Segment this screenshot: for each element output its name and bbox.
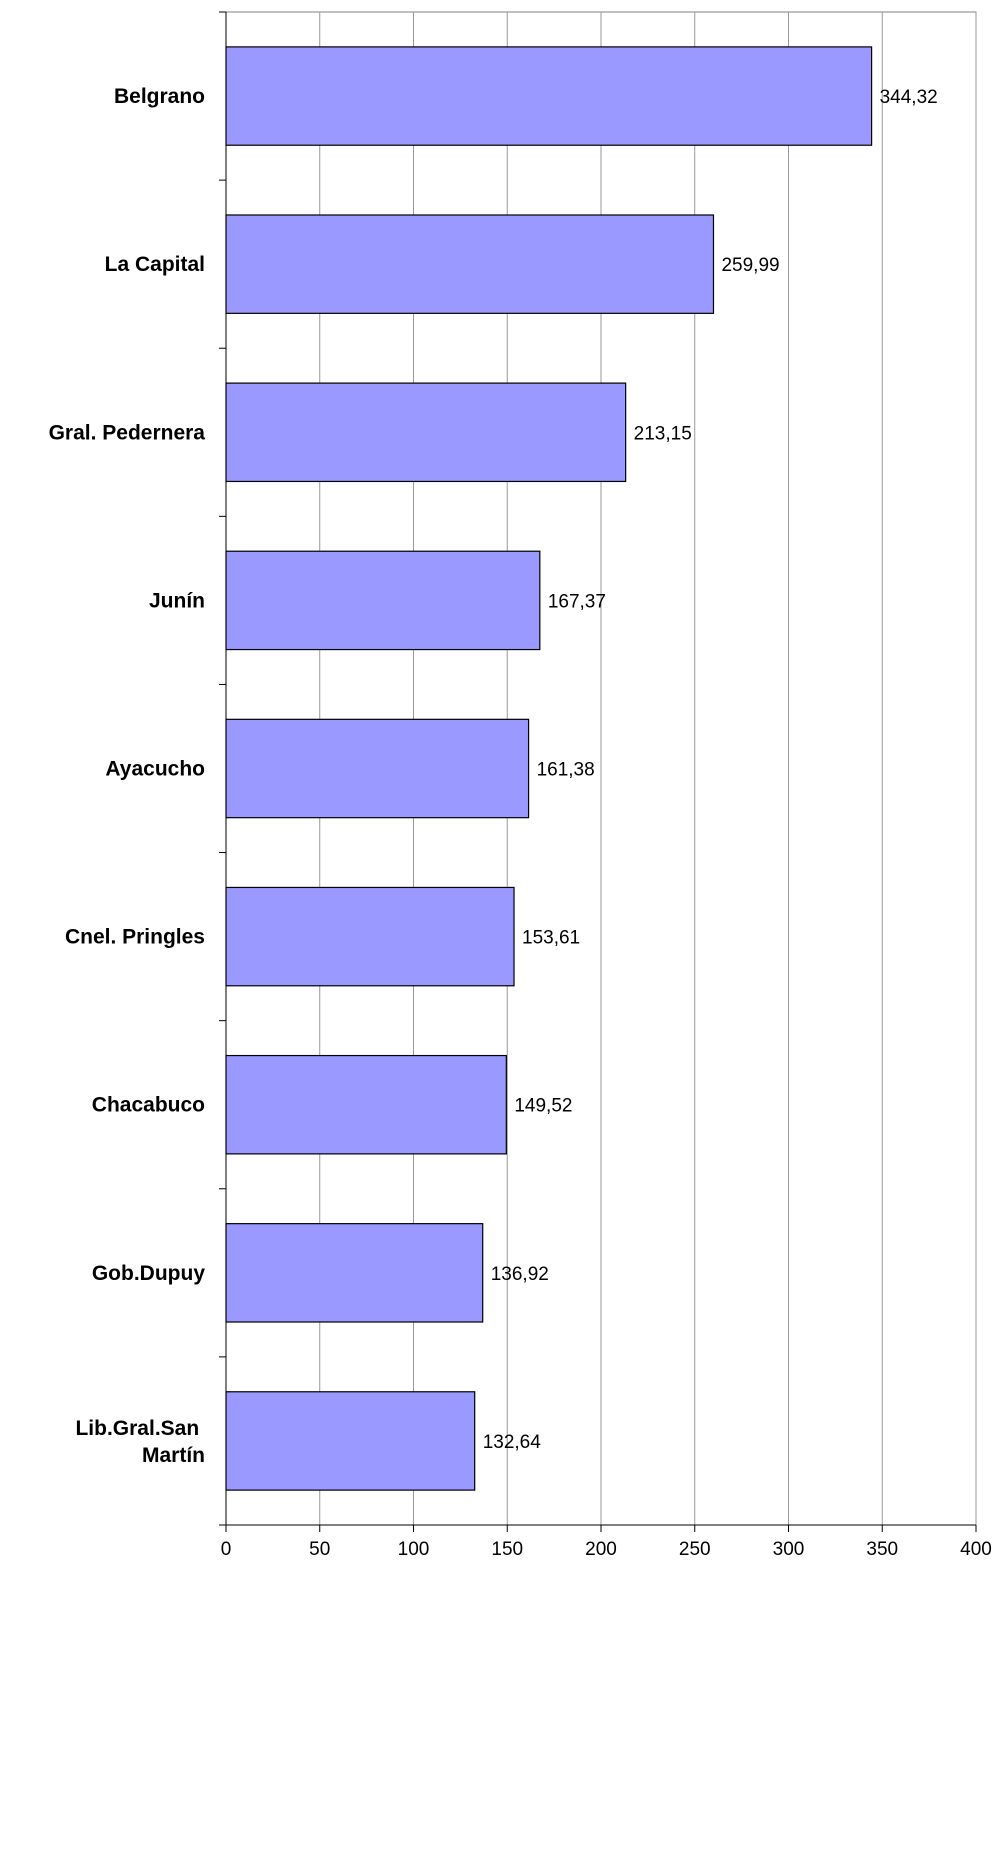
x-tick-label: 50 [309,1539,330,1560]
y-tick-label: Junín [149,589,205,612]
bar [225,550,541,651]
x-tick-label: 200 [585,1539,617,1560]
bar [225,214,715,314]
x-tick-label: 400 [960,1539,992,1560]
data-label: 344,32 [880,87,938,108]
data-label: 153,61 [522,928,580,949]
data-label: 161,38 [537,760,595,781]
y-tick-label: Belgrano [114,85,205,108]
bar [225,46,873,146]
bar [225,718,530,819]
y-tick-label: Chacabuco [92,1094,205,1117]
x-tick-label: 300 [773,1539,805,1560]
y-tick-label: Cnel. Pringles [65,926,205,949]
data-label: 259,99 [721,255,779,276]
bar [225,886,515,987]
x-tick-label: 150 [491,1539,523,1560]
bar [225,382,627,483]
data-label: 132,64 [483,1432,542,1453]
x-tick-label: 250 [679,1539,711,1560]
data-label: 136,92 [491,1264,549,1285]
data-label: 167,37 [548,591,606,612]
x-tick-label: 100 [398,1539,430,1560]
y-tick-label: Gob.Dupuy [92,1262,205,1285]
y-tick-label: Gral. Pedernera [49,421,206,444]
bar [225,1054,507,1155]
x-tick-label: 0 [221,1539,232,1560]
x-tick-label: 350 [866,1539,898,1560]
y-tick-label: La Capital [105,253,205,276]
y-tick-label: Lib.Gral.San Martín [75,1417,205,1467]
y-tick-label: Ayacucho [105,758,205,781]
bar [225,1391,476,1491]
data-label: 149,52 [514,1096,572,1117]
data-label: 213,15 [634,423,692,444]
bar [225,1223,484,1323]
